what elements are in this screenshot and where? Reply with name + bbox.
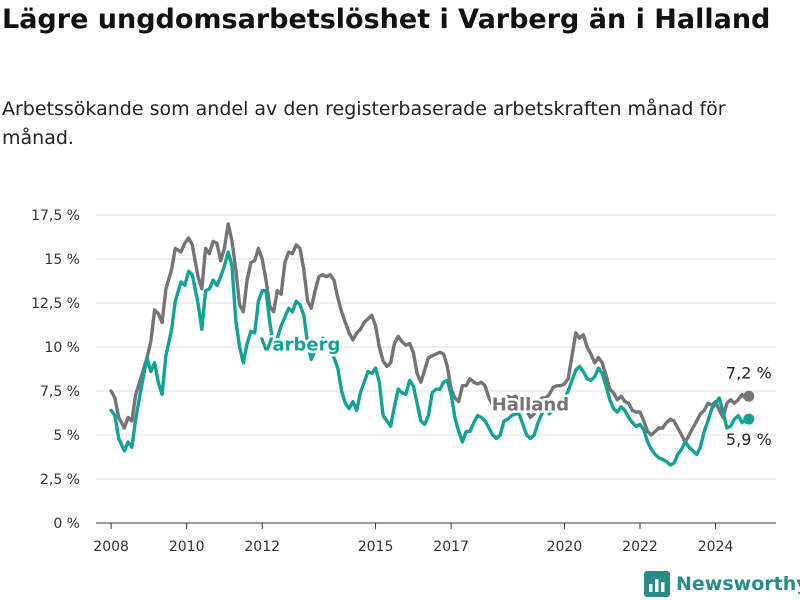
x-tick-label: 2024 — [698, 539, 734, 555]
series-line-halland — [109, 222, 751, 444]
series-label-varberg: Varberg — [260, 335, 341, 356]
x-tick-label: 2015 — [358, 539, 394, 555]
end-label-halland: 7,2 % — [726, 363, 772, 382]
y-tick-label: 17,5 % — [31, 208, 80, 224]
series-label-halland: Halland — [492, 394, 569, 415]
y-tick-label: 10 % — [44, 340, 80, 356]
chart-subtitle: Arbetssökande som andel av den registerb… — [2, 98, 726, 149]
x-tick-label: 2008 — [93, 539, 129, 555]
end-label-varberg: 5,9 % — [726, 430, 772, 449]
brand-name: Newsworthy — [676, 573, 800, 595]
chart-title: Lägre ungdomsarbetslöshet i Varberg än i… — [2, 4, 771, 35]
y-tick-label: 7,5 % — [40, 384, 80, 400]
y-tick-label: 2,5 % — [40, 472, 80, 488]
y-tick-label: 5 % — [53, 428, 80, 444]
series-label-halo: Varberg — [260, 335, 341, 356]
series-label-halo: Halland — [492, 394, 569, 415]
x-tick-label: 2020 — [547, 539, 583, 555]
y-tick-label: 12,5 % — [31, 296, 80, 312]
y-tick-label: 0 % — [53, 516, 80, 532]
x-tick-label: 2022 — [622, 539, 658, 555]
x-tick-label: 2010 — [169, 539, 205, 555]
series-line-varberg — [109, 250, 751, 467]
y-tick-label: 15 % — [44, 252, 80, 268]
newsworthy-logo-icon — [644, 571, 670, 597]
end-point-varberg — [743, 413, 755, 425]
x-tick-label: 2012 — [244, 539, 280, 555]
x-tick-label: 2017 — [433, 539, 469, 555]
end-point-halland — [743, 390, 755, 402]
brand: Newsworthy — [644, 570, 800, 598]
